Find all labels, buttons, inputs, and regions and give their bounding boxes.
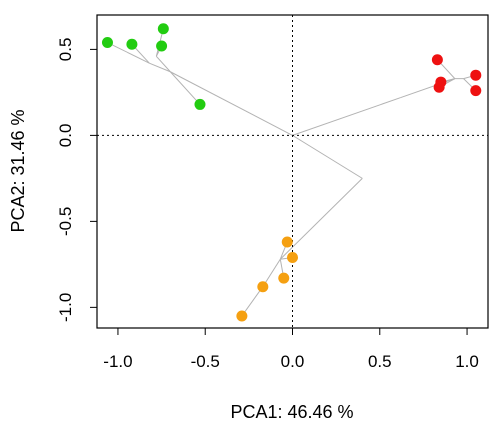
data-point <box>236 310 248 322</box>
reference-lines <box>97 15 488 328</box>
tree-segment <box>292 97 401 136</box>
data-point <box>470 85 482 97</box>
data-point <box>431 54 443 66</box>
tree-segment <box>170 71 293 136</box>
tree-segment <box>241 286 264 317</box>
data-point <box>278 272 290 284</box>
data-point <box>281 236 293 248</box>
tree-segment <box>292 134 363 179</box>
x-tick-label: -0.5 <box>191 352 220 371</box>
tree-connections <box>107 28 477 317</box>
tree-segment <box>155 55 171 73</box>
x-tick-label: -1.0 <box>103 352 132 371</box>
tree-segment <box>107 42 150 64</box>
tree-segment <box>149 62 171 73</box>
y-tick-label: 0.5 <box>56 38 75 62</box>
data-points <box>101 23 482 322</box>
data-point <box>433 81 445 93</box>
data-point <box>194 98 206 110</box>
x-tick-label: 0.0 <box>281 352 305 371</box>
x-axis: -1.0 -0.5 0.0 0.5 1.0 <box>103 327 479 371</box>
tree-segment <box>169 71 201 105</box>
x-tick-label: 0.5 <box>368 352 392 371</box>
data-point <box>257 281 269 293</box>
data-point <box>287 251 298 263</box>
data-point <box>470 69 482 81</box>
y-axis-title: PCA2: 31.46 % <box>8 109 28 232</box>
tree-segment <box>279 178 363 260</box>
y-tick-label: -1.0 <box>56 293 75 322</box>
data-point <box>101 37 113 49</box>
data-point <box>157 23 169 35</box>
data-point <box>126 38 138 50</box>
y-tick-label: 0.0 <box>56 124 75 148</box>
y-tick-label: -0.5 <box>56 207 75 236</box>
x-axis-title: PCA1: 46.46 % <box>230 402 353 422</box>
tree-segment <box>400 78 455 99</box>
x-tick-label: 1.0 <box>455 352 479 371</box>
y-axis: -1.0 -0.5 0.0 0.5 <box>56 38 98 322</box>
data-point <box>156 40 168 52</box>
